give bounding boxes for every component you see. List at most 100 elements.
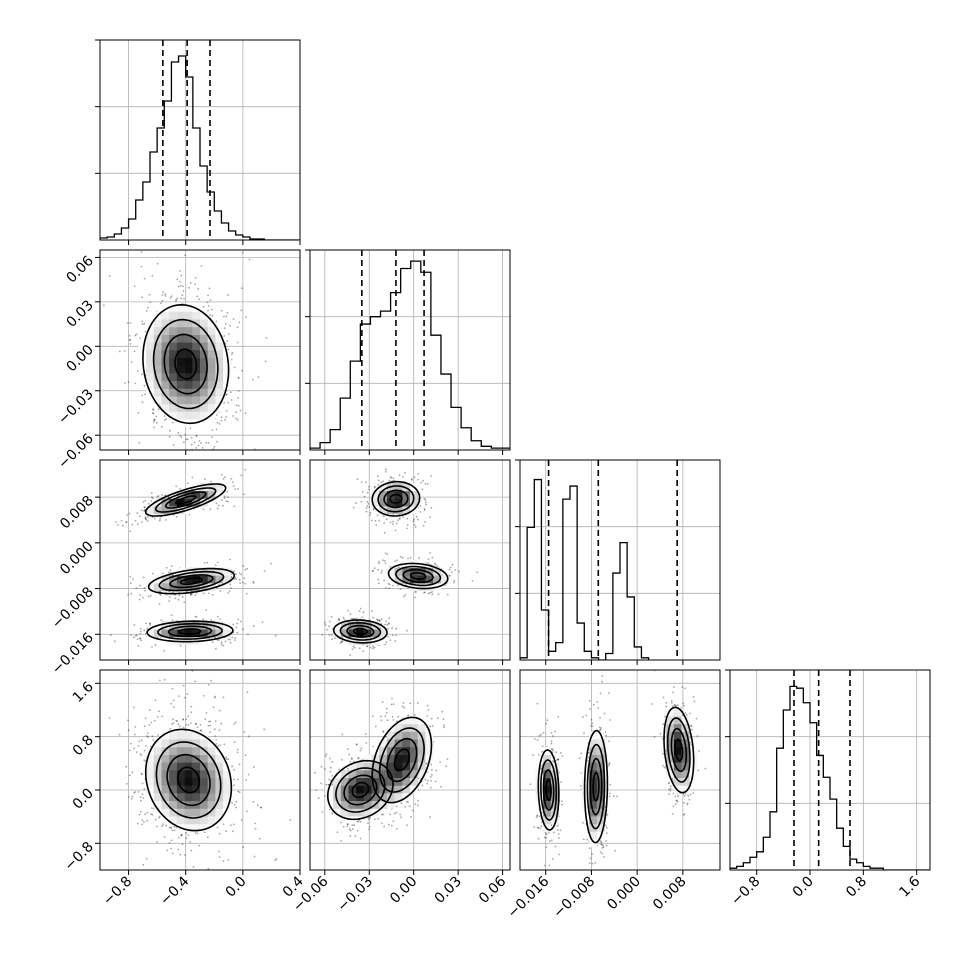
sample-point <box>220 416 223 419</box>
sample-point <box>144 589 146 592</box>
sample-point <box>387 627 389 630</box>
sample-point <box>373 818 376 821</box>
sample-point <box>391 716 394 718</box>
sample-point <box>227 758 230 760</box>
sample-point <box>369 816 372 819</box>
sample-point <box>127 593 130 596</box>
panel-content <box>310 460 510 660</box>
sample-point <box>156 841 159 843</box>
contour-0-1 <box>164 491 207 509</box>
density-cell <box>200 403 208 412</box>
contour-2-2 <box>157 622 223 640</box>
density-cell <box>386 777 395 786</box>
sample-point <box>128 749 131 752</box>
sample-point <box>558 837 560 839</box>
sample-point <box>357 757 360 760</box>
sample-point <box>130 634 133 637</box>
sample-point <box>133 624 136 626</box>
sample-point <box>382 480 385 483</box>
hist-panel-p1 <box>305 249 511 451</box>
sample-point <box>222 478 225 480</box>
sample-point <box>180 274 183 277</box>
density-cell <box>386 490 395 499</box>
sample-point <box>151 516 154 519</box>
sample-point <box>427 562 430 565</box>
sample-point <box>202 592 205 595</box>
sample-point <box>445 765 447 768</box>
sample-point <box>409 702 412 705</box>
sample-point <box>256 804 259 807</box>
sample-point <box>263 728 266 731</box>
sample-point <box>131 795 134 798</box>
sample-point <box>545 722 547 725</box>
sample-point <box>394 560 396 563</box>
sample-point <box>317 797 320 800</box>
sample-point <box>423 509 426 511</box>
sample-point <box>378 582 380 585</box>
sample-point <box>234 488 237 491</box>
density-cell <box>192 334 201 343</box>
sample-point <box>407 714 410 717</box>
sample-point <box>162 823 165 826</box>
sample-point <box>217 850 220 853</box>
sample-point <box>246 567 249 570</box>
panel-frame <box>99 249 301 451</box>
density-cell <box>417 770 426 778</box>
sample-point <box>419 511 422 513</box>
sample-point <box>376 514 379 517</box>
sample-point <box>163 418 166 421</box>
sample-point <box>226 393 228 396</box>
density-cell <box>223 770 232 778</box>
density-cell <box>371 754 380 763</box>
sample-point <box>170 702 173 705</box>
sample-point <box>236 748 239 751</box>
sample-point <box>387 622 390 624</box>
sample-point <box>415 515 418 518</box>
histogram-p1 <box>310 260 510 450</box>
sample-point <box>181 843 184 846</box>
sample-point <box>391 634 394 637</box>
contour-0-0 <box>177 766 201 794</box>
density-cell <box>153 365 162 374</box>
density-cell <box>153 373 162 382</box>
sample-point <box>135 333 138 336</box>
sample-point <box>189 427 192 430</box>
sample-point <box>244 316 247 319</box>
density-cell <box>153 388 162 397</box>
sample-point <box>388 623 390 625</box>
sample-point <box>389 521 392 524</box>
sample-point <box>327 783 330 786</box>
sample-point <box>177 836 180 839</box>
sample-point <box>161 494 164 496</box>
sample-point <box>140 639 143 642</box>
density-cell <box>207 739 216 748</box>
sample-point <box>208 287 211 290</box>
sample-point <box>431 768 433 771</box>
density-cell <box>153 739 162 748</box>
sample-point <box>372 508 375 511</box>
sample-point <box>331 634 333 636</box>
sample-point <box>161 572 164 575</box>
density-cell <box>184 621 193 630</box>
sample-point <box>194 283 197 286</box>
sample-point <box>431 725 434 727</box>
sample-point <box>197 287 200 290</box>
sample-point <box>140 799 142 802</box>
sample-point <box>169 569 172 571</box>
sample-point <box>355 743 358 746</box>
sample-point <box>226 340 229 343</box>
sample-point <box>347 609 349 612</box>
sample-point <box>235 404 238 406</box>
sample-point <box>238 763 241 766</box>
sample-point <box>212 706 215 709</box>
density-cell <box>200 311 208 320</box>
density-cell <box>176 746 185 755</box>
density-cell <box>169 808 178 817</box>
sample-point <box>152 412 155 415</box>
sample-point <box>219 590 222 592</box>
density-cell <box>379 506 388 515</box>
sample-point <box>321 633 324 636</box>
density-cell <box>161 396 170 405</box>
sample-point <box>140 265 143 268</box>
